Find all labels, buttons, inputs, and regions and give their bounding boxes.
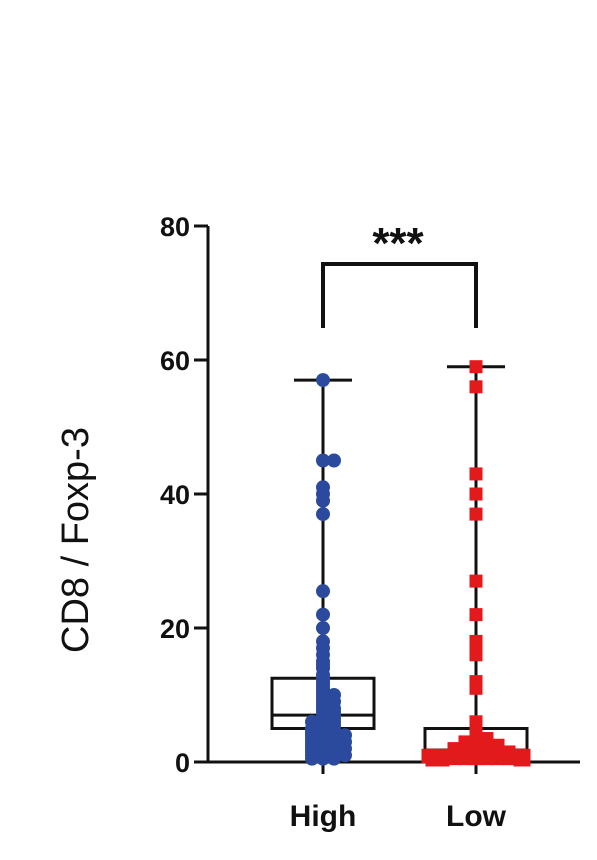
data-point-low — [469, 648, 483, 662]
data-point-high — [338, 748, 352, 763]
data-point-low — [480, 752, 494, 766]
y-tick-label: 20 — [160, 614, 190, 644]
significance-bracket — [321, 262, 478, 328]
x-tick-label-low: Low — [446, 800, 507, 833]
data-point-low — [469, 360, 483, 374]
x-tick-label-high: High — [290, 800, 357, 833]
data-point-high — [316, 751, 330, 766]
significance-label: *** — [372, 219, 424, 268]
data-point-high — [316, 621, 330, 635]
data-point-low — [425, 753, 439, 767]
data-point-low — [469, 467, 483, 481]
data-point-high — [316, 584, 330, 599]
bracket-line — [321, 262, 478, 328]
data-point-high — [327, 453, 341, 468]
data-point-low — [502, 752, 516, 766]
data-point-low — [517, 753, 531, 767]
data-point-low — [491, 752, 505, 766]
data-point-low — [469, 752, 483, 766]
data-point-high — [316, 493, 330, 508]
axes: 0 20 40 60 80 High Low — [160, 212, 580, 833]
data-point-high — [316, 607, 330, 622]
data-point-low — [469, 574, 483, 588]
data-point-high — [316, 507, 330, 522]
data-points — [305, 360, 531, 767]
data-point-low — [469, 681, 483, 695]
data-point-low — [469, 380, 483, 394]
data-point-high — [316, 453, 330, 468]
data-point-low — [436, 753, 450, 767]
data-point-high — [316, 373, 330, 388]
y-tick-label: 40 — [160, 480, 190, 510]
data-point-low — [469, 608, 483, 622]
data-point-high — [327, 751, 341, 766]
y-tick-label: 60 — [160, 346, 190, 376]
y-tick-label: 0 — [175, 748, 190, 778]
y-tick-label: 80 — [160, 212, 190, 242]
data-point-high — [305, 751, 319, 766]
y-axis-label: CD8 / Foxp-3 — [55, 427, 97, 653]
data-point-low — [469, 507, 483, 521]
data-point-low — [458, 752, 472, 766]
data-point-low — [447, 752, 461, 766]
box-plots — [270, 365, 529, 761]
data-point-low — [469, 487, 483, 501]
